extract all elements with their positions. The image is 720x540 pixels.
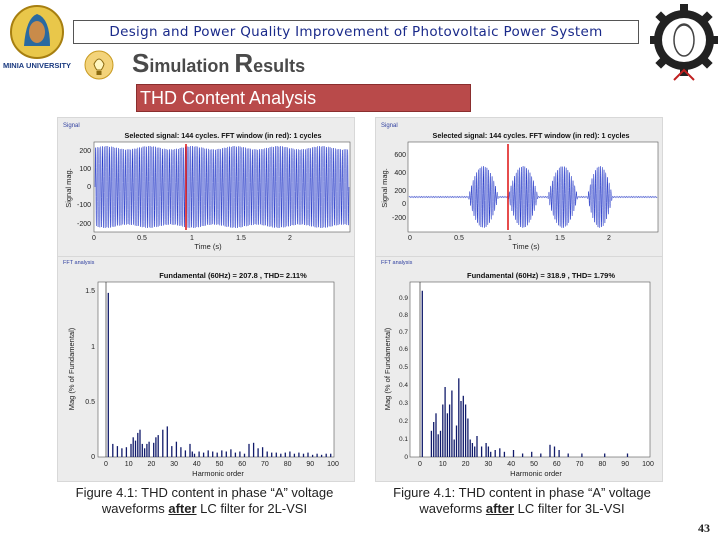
x-tick: 0.5 [454, 235, 464, 242]
voltage-waveform-2l [94, 146, 350, 228]
y-tick: 0 [402, 201, 406, 208]
x-tick: 50 [530, 461, 538, 468]
x-tick: 90 [621, 461, 629, 468]
y-tick: 0.3 [399, 400, 408, 407]
fft-plot-title: Fundamental (60Hz) = 318.9 , THD= 1.79% [467, 271, 615, 280]
presentation-banner: Design and Power Quality Improvement of … [73, 20, 639, 44]
faculty-gear-logo [648, 0, 720, 86]
panel-label: Signal [63, 123, 80, 129]
x-tick: 90 [306, 461, 314, 468]
x-tick: 0 [418, 461, 422, 468]
x-tick: 20 [148, 461, 156, 468]
x-tick: 20 [462, 461, 470, 468]
fft-plot-3l: FFT analysis Fundamental (60Hz) = 318.9 … [375, 256, 663, 482]
voltage-waveform-3l [408, 166, 658, 228]
y-tick: 0.5 [399, 364, 408, 371]
harmonic-bars-2l [107, 292, 332, 457]
x-tick: 1 [190, 235, 194, 242]
x-tick: 0 [408, 235, 412, 242]
y-tick: 1 [91, 344, 95, 351]
y-tick: -100 [77, 202, 91, 209]
x-axis-label: Harmonic order [510, 469, 562, 478]
waveform-trace [408, 166, 658, 228]
signal-plot-title: Selected signal: 144 cycles. FFT window … [433, 131, 630, 140]
y-tick: 0 [91, 454, 95, 461]
y-tick: 600 [394, 152, 406, 159]
x-tick: 1 [508, 235, 512, 242]
x-tick: 2 [607, 235, 611, 242]
y-tick: 1.5 [85, 288, 95, 295]
x-tick: 80 [599, 461, 607, 468]
fft-plot-2l: FFT analysis Fundamental (60Hz) = 207.8 … [57, 256, 355, 482]
signal-plot-2l: Signal Selected signal: 144 cycles. FFT … [57, 117, 355, 257]
figure-caption-2l: Figure 4.1: THD content in phase “A” vol… [75, 485, 334, 516]
caption-emphasis: after [485, 501, 515, 516]
section-title: Simulation Results [132, 48, 306, 78]
y-axis-label: Signal mag. [64, 168, 73, 208]
university-logo: MINIA UNIVERSITY [2, 2, 72, 72]
x-axis-label: Harmonic order [192, 469, 244, 478]
x-tick: 1.5 [236, 235, 246, 242]
y-tick: 400 [394, 170, 406, 177]
x-tick: 60 [553, 461, 561, 468]
figure-caption-3l: Figure 4.1: THD content in phase “A” vol… [393, 485, 651, 516]
x-tick: 40 [193, 461, 201, 468]
x-tick: 40 [507, 461, 515, 468]
x-tick: 70 [576, 461, 584, 468]
x-tick: 100 [642, 461, 654, 468]
caption-emphasis: after [168, 501, 197, 516]
x-tick: 0 [92, 235, 96, 242]
x-tick: 30 [170, 461, 178, 468]
y-tick: 0.8 [399, 312, 408, 319]
y-tick: 200 [79, 148, 91, 155]
x-tick: 0.5 [137, 235, 147, 242]
y-axis-label: Mag (% of Fundamental) [383, 327, 392, 410]
x-tick: 50 [216, 461, 224, 468]
subsection-header-bar [136, 84, 471, 112]
y-tick: 0 [404, 454, 408, 461]
waveform-trace [94, 146, 350, 228]
x-tick: 30 [485, 461, 493, 468]
y-tick: -200 [77, 221, 91, 228]
signal-plot-3l: Signal Selected signal: 144 cycles. FFT … [375, 117, 663, 257]
y-tick: 0.1 [399, 436, 408, 443]
x-tick: 2 [288, 235, 292, 242]
y-tick: 100 [79, 166, 91, 173]
x-tick: 10 [125, 461, 133, 468]
y-tick: 0.5 [85, 399, 95, 406]
y-tick: 0.4 [399, 382, 408, 389]
y-axis-label: Mag (% of Fundamental) [67, 327, 76, 410]
y-tick: 0.2 [399, 418, 408, 425]
panel-label: FFT analysis [381, 260, 413, 266]
y-tick: -200 [392, 215, 406, 222]
lightbulb-icon [84, 50, 114, 84]
x-axis-label: Time (s) [194, 242, 222, 251]
signal-plot-title: Selected signal: 144 cycles. FFT window … [125, 131, 322, 140]
x-tick: 1.5 [555, 235, 565, 242]
subsection-title: THD Content Analysis [140, 88, 317, 108]
x-tick: 80 [284, 461, 292, 468]
page-number: 43 [698, 521, 710, 535]
university-logo-text: MINIA UNIVERSITY [3, 61, 71, 70]
panel-label: FFT analysis [63, 260, 95, 266]
x-tick: 0 [104, 461, 108, 468]
y-tick: 0.7 [399, 329, 408, 336]
y-tick: 0 [87, 184, 91, 191]
y-tick: 0.9 [399, 295, 408, 302]
x-tick: 70 [261, 461, 269, 468]
harmonic-bars-3l [421, 290, 629, 457]
x-tick: 60 [238, 461, 246, 468]
x-tick: 10 [439, 461, 447, 468]
panel-label: Signal [381, 123, 398, 129]
y-tick: 0.6 [399, 346, 408, 353]
y-tick: 200 [394, 188, 406, 195]
x-axis-label: Time (s) [512, 242, 540, 251]
x-tick: 100 [327, 461, 339, 468]
y-axis-label: Signal mag. [380, 168, 389, 208]
fft-plot-title: Fundamental (60Hz) = 207.8 , THD= 2.11% [159, 271, 307, 280]
